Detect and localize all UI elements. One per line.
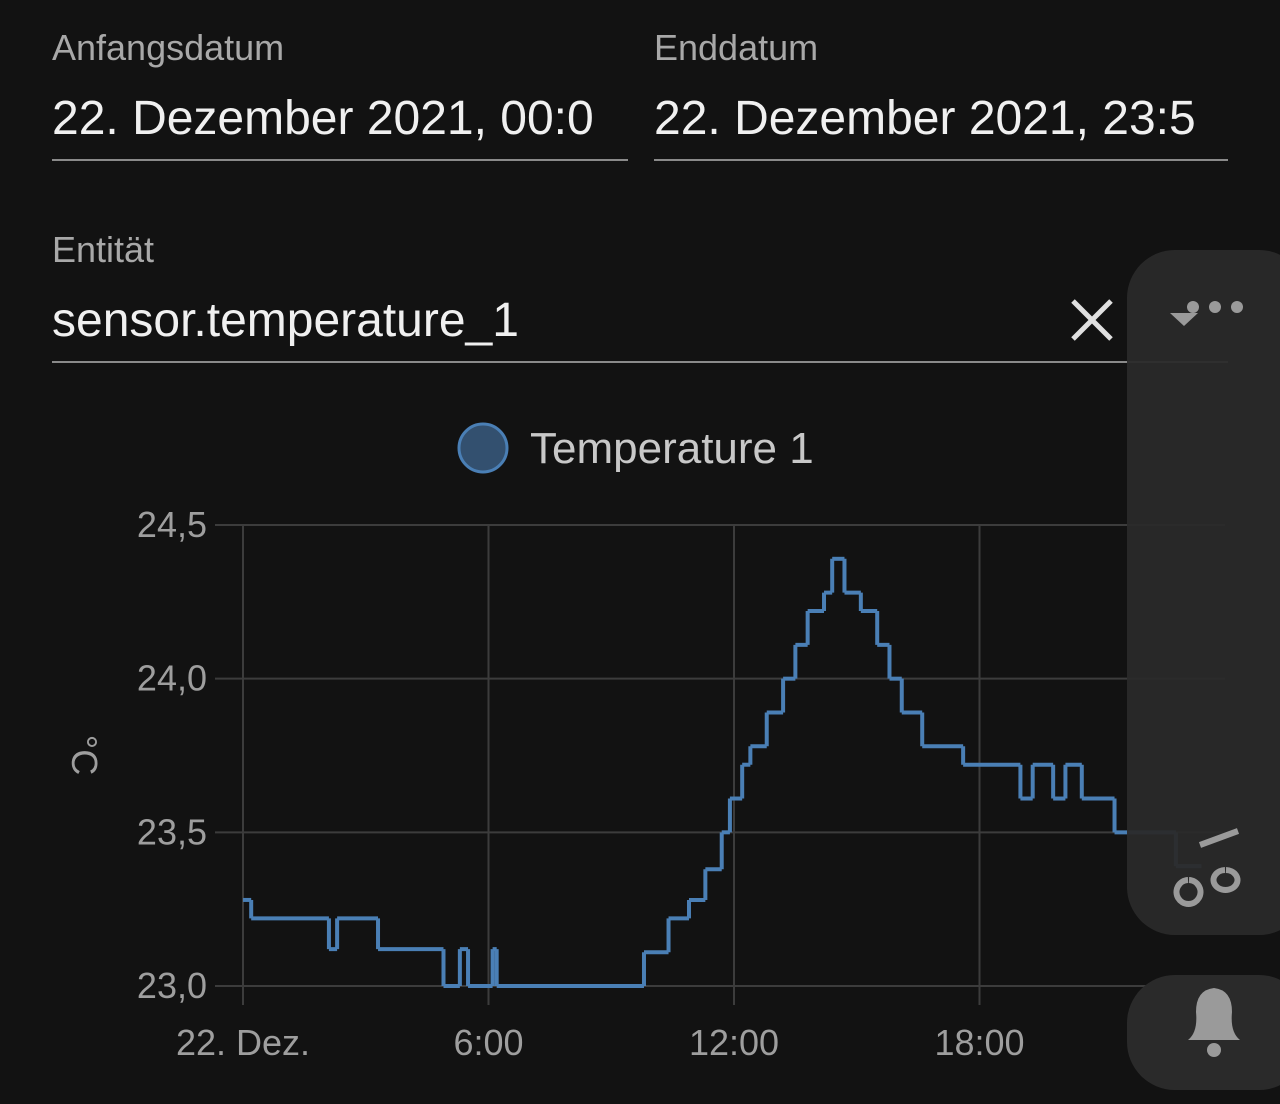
clear-icon[interactable] (1071, 299, 1113, 341)
y-tick-label: 23,0 (137, 965, 207, 1006)
x-tick-label: 6:00 (453, 1022, 523, 1063)
y-axis-label: °C (64, 735, 105, 775)
legend-swatch (457, 422, 509, 474)
step-riser (249, 558, 1178, 986)
y-tick-label: 24,5 (137, 504, 207, 545)
x-tick-label: 22. Dez. (176, 1022, 310, 1063)
field-label: Enddatum (654, 27, 818, 68)
field-value[interactable]: 22. Dezember 2021, 00:0 (52, 92, 594, 145)
field-value[interactable]: 22. Dezember 2021, 23:5 (654, 92, 1196, 145)
side-panel (1127, 250, 1280, 1090)
y-tick-label: 24,0 (137, 658, 207, 699)
y-tick-label: 23,5 (137, 811, 207, 852)
chart: Temperature 1 23,0 23,5 24,0 24,5 22. Dez. 6:0… (64, 422, 1225, 1063)
field-label: Entität (52, 229, 154, 270)
field-value[interactable]: sensor.temperature_1 (52, 294, 519, 347)
field-label: Anfangsdatum (52, 27, 284, 68)
x-tick-label: 18:00 (934, 1022, 1024, 1063)
x-tick-label: 12:00 (689, 1022, 779, 1063)
legend-label: Temperature 1 (530, 424, 814, 473)
